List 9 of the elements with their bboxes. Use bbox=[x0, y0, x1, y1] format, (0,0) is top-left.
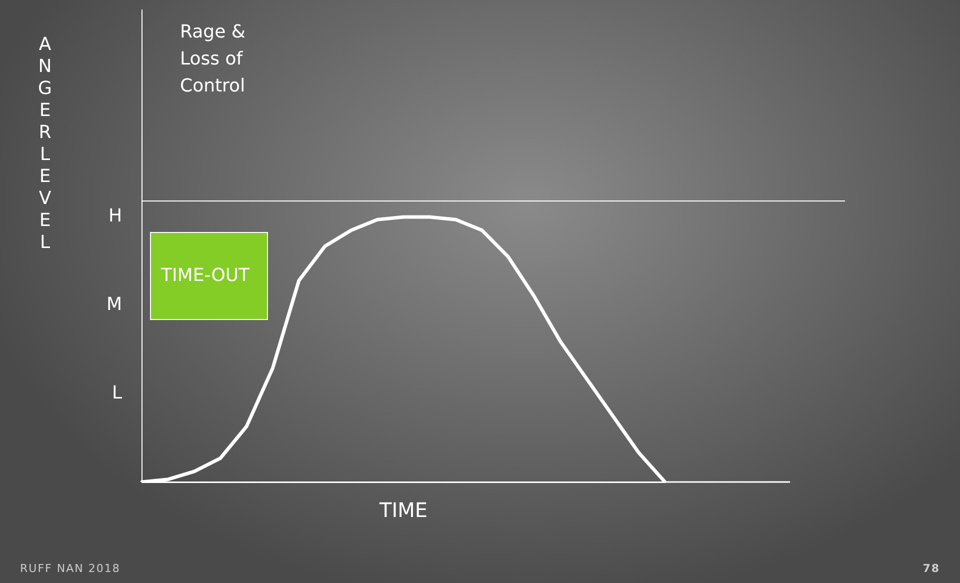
text: L bbox=[112, 382, 122, 404]
text: ANGER LEVEL bbox=[38, 34, 52, 253]
text: 78 bbox=[922, 562, 940, 575]
x-axis-title: TIME bbox=[378, 498, 428, 522]
text: M bbox=[106, 294, 122, 315]
callout-box: TIME-OUT bbox=[150, 232, 268, 320]
ref-line-label: Rage & Loss of Control bbox=[180, 22, 246, 97]
text: RUFF NAN 2018 bbox=[20, 562, 120, 575]
text: H bbox=[108, 206, 122, 227]
